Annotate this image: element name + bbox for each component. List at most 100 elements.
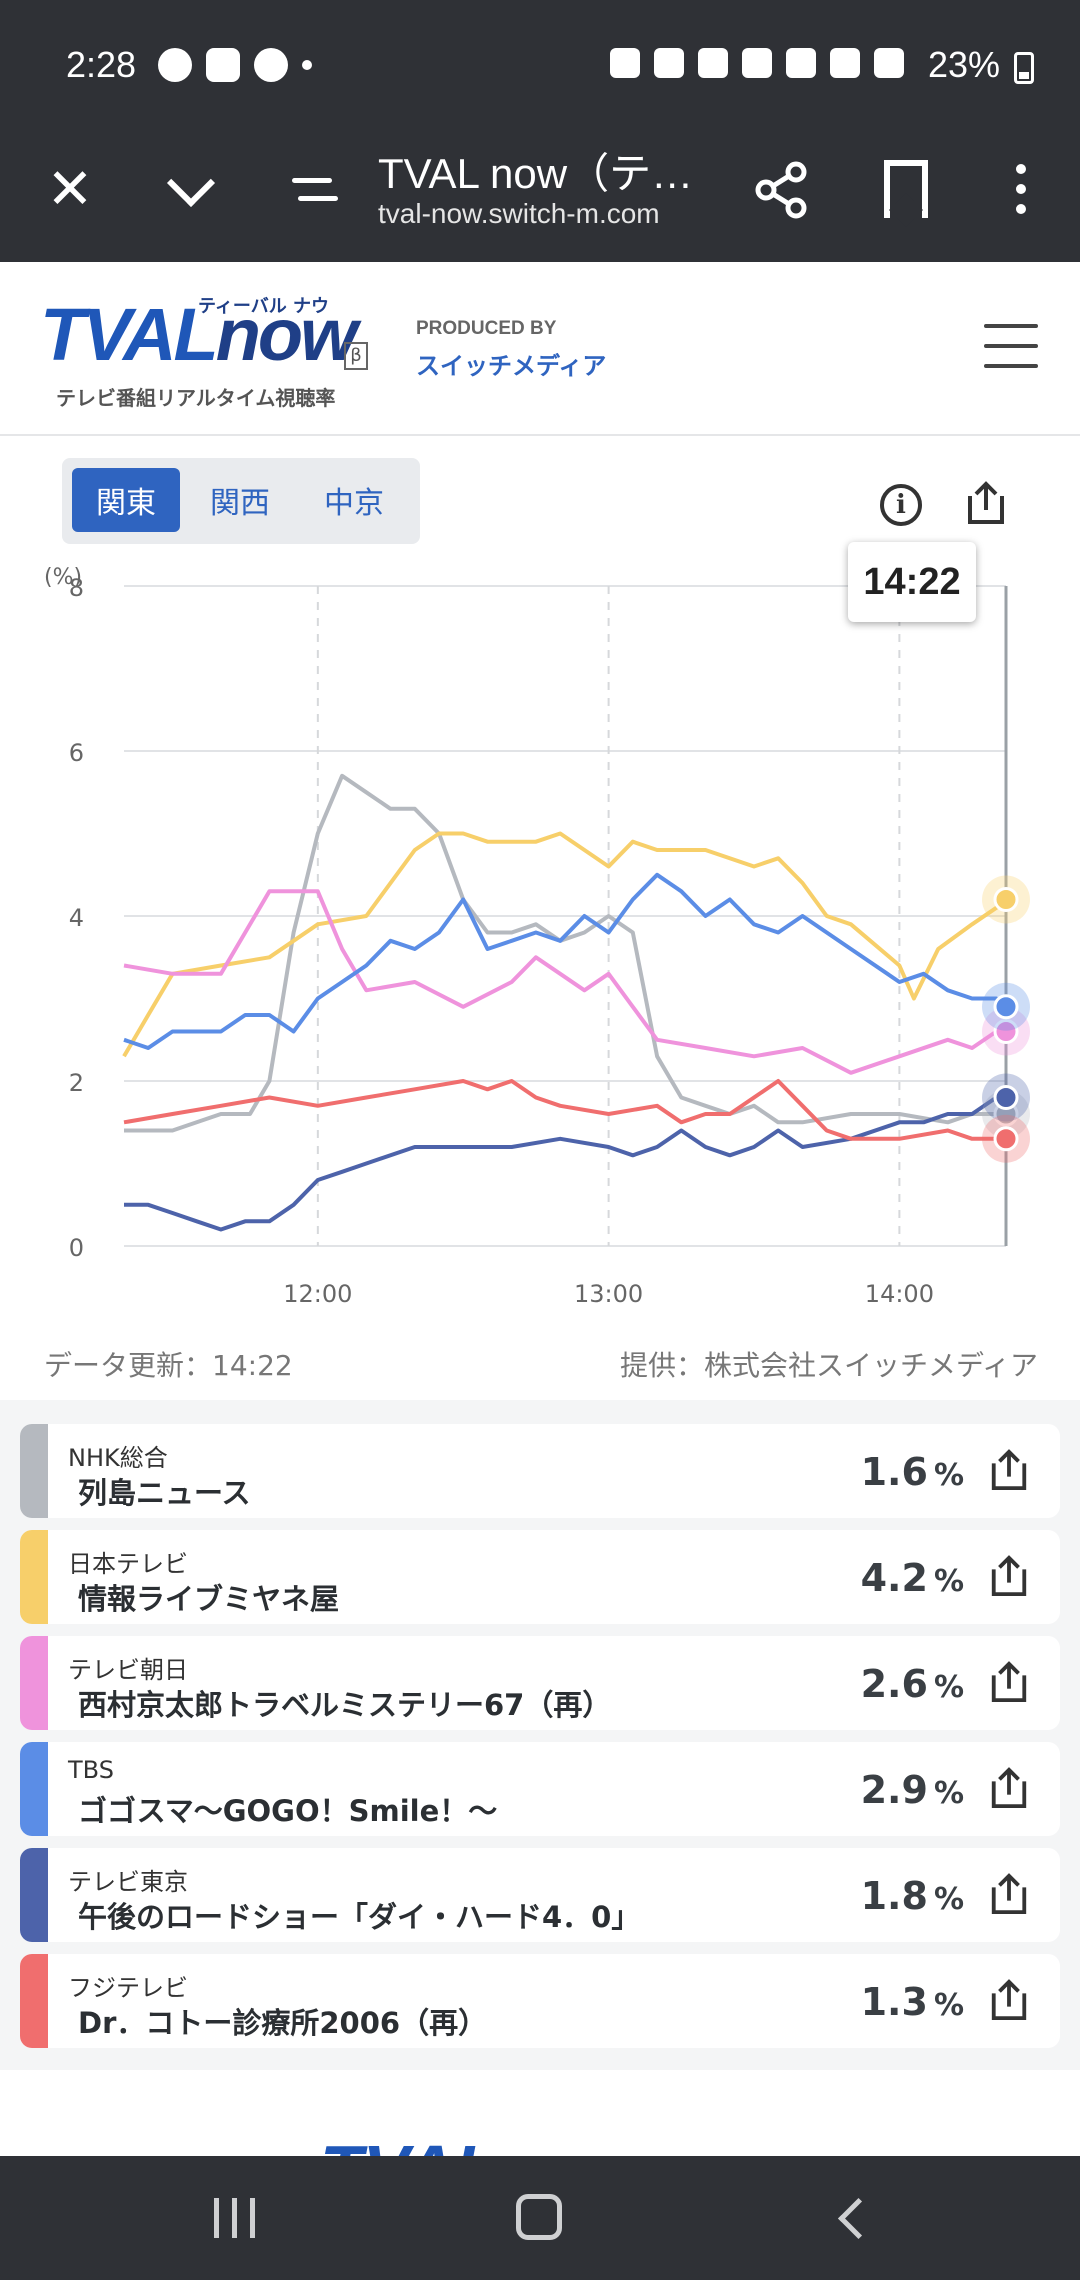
chevron-down-icon[interactable]: [160, 160, 220, 220]
rating-value: 2.9%: [861, 1768, 964, 1812]
status-time: 2:28: [66, 44, 137, 85]
station-list: NHK総合 列島ニュース 1.6% 日本テレビ 情報ライブミヤネ屋 4.2% テ…: [20, 1424, 1060, 2060]
region-tabs: 関東 関西 中京: [62, 458, 420, 544]
y-axis-label: (%): [44, 565, 82, 590]
rating-number: 1.6: [860, 1450, 928, 1494]
back-icon[interactable]: [830, 2198, 870, 2238]
program-name: ゴゴスマ～GOGO！Smile！～: [78, 1794, 498, 1828]
series-marker: [993, 1085, 1019, 1110]
logo[interactable]: TVALnow: [40, 292, 358, 377]
site-settings-icon[interactable]: [290, 164, 340, 214]
produced-by-label: PRODUCED BY: [416, 318, 557, 339]
station-row[interactable]: テレビ朝日 西村京太郎トラベルミステリー67（再） 2.6%: [20, 1636, 1060, 1730]
4g-icon: [830, 48, 860, 78]
line-app-icon: [254, 48, 288, 82]
recycle-icon: [654, 48, 684, 78]
rating-value: 1.3%: [861, 1980, 964, 2024]
alarm-icon: [698, 48, 728, 78]
key-icon: [610, 48, 640, 78]
bookmark-icon[interactable]: [884, 160, 928, 218]
status-bar: 2:28 23%: [0, 0, 1080, 120]
producer-name[interactable]: スイッチメディア: [416, 352, 607, 380]
rating-value: 4.2%: [861, 1556, 964, 1600]
series-line: [124, 1095, 1006, 1232]
more-notifications-dot-icon: [302, 60, 312, 70]
rating-value: 2.6%: [861, 1662, 964, 1706]
station-row[interactable]: フジテレビ Dr．コトー診療所2006（再） 1.3%: [20, 1954, 1060, 2048]
x-tick-label: 13:00: [574, 1280, 643, 1308]
rating-unit: %: [933, 1882, 964, 1917]
data-provider: 提供：株式会社スイッチメディア: [619, 1349, 1038, 1382]
program-name: 列島ニュース: [78, 1476, 251, 1510]
station-name: NHK総合: [68, 1444, 168, 1472]
logo-kana: ティーバル ナウ: [198, 296, 330, 317]
station-row[interactable]: NHK総合 列島ニュース 1.6%: [20, 1424, 1060, 1518]
rating-value: 1.6%: [861, 1450, 964, 1494]
station-color-bar: [20, 1636, 48, 1730]
export-icon[interactable]: [988, 1660, 1030, 1704]
station-row[interactable]: 日本テレビ 情報ライブミヤネ屋 4.2%: [20, 1530, 1060, 1624]
rating-number: 2.6: [860, 1662, 928, 1706]
info-icon[interactable]: i: [880, 484, 922, 526]
close-icon[interactable]: ✕: [46, 157, 94, 222]
logo-tval: TVAL: [40, 293, 219, 376]
y-tick-label: 0: [69, 1234, 84, 1262]
program-name: 西村京太郎トラベルミステリー67（再）: [78, 1688, 612, 1722]
program-name: 情報ライブミヤネ屋: [78, 1582, 340, 1616]
tab-chukyo[interactable]: 中京: [324, 486, 384, 521]
rating-chart[interactable]: 0 2 4 6 8(%) 12:00 13:00 14:00: [0, 556, 1080, 1336]
rating-number: 1.8: [860, 1874, 928, 1918]
data-updated: データ更新：14:22: [44, 1349, 293, 1382]
station-color-bar: [20, 1424, 48, 1518]
station-row[interactable]: テレビ東京 午後のロードショー「ダイ・ハード4．0」 1.8%: [20, 1848, 1060, 1942]
page-url[interactable]: tval-now.switch-m.com: [378, 198, 660, 229]
home-icon[interactable]: [516, 2194, 562, 2240]
program-name: 午後のロードショー「ダイ・ハード4．0」: [78, 1900, 641, 1934]
station-name: テレビ東京: [68, 1868, 188, 1896]
program-name: Dr．コトー診療所2006（再）: [78, 2006, 488, 2040]
chart-panel: 関東 関西 中京 i 0 2 4 6 8 (%) 12:00 13:00 14:00 14:22…: [0, 436, 1080, 1400]
more-options-icon[interactable]: [1004, 160, 1038, 220]
tab-kansai[interactable]: 関西: [210, 486, 270, 521]
export-icon[interactable]: [988, 1448, 1030, 1492]
footer-logo: TVAL: [320, 2130, 498, 2156]
export-icon[interactable]: [988, 1978, 1030, 2022]
y-tick-label: 8: [69, 574, 84, 602]
series-line: [122, 831, 1008, 1058]
x-tick-label: 14:00: [865, 1280, 934, 1308]
rating-unit: %: [933, 1458, 964, 1493]
station-color-bar: [20, 1954, 48, 2048]
rating-unit: %: [933, 1670, 964, 1705]
recent-apps-icon[interactable]: [214, 2198, 258, 2238]
station-color-bar: [20, 1742, 48, 1836]
time-tooltip: 14:22: [848, 542, 976, 622]
footer-logo-area: TVAL: [0, 2070, 1080, 2156]
series-marker: [993, 994, 1019, 1020]
menu-icon[interactable]: [984, 324, 1038, 370]
series-line: [123, 1079, 1006, 1141]
rating-value: 1.8%: [861, 1874, 964, 1918]
station-name: 日本テレビ: [68, 1550, 188, 1578]
rating-number: 2.9: [860, 1768, 928, 1812]
share-icon[interactable]: [752, 160, 812, 220]
site-header: TVALnow ティーバル ナウ β テレビ番組リアルタイム視聴率 PRODUC…: [0, 262, 1080, 436]
station-name: TBS: [68, 1756, 114, 1784]
export-icon[interactable]: [988, 1766, 1030, 1810]
signal-icon: [874, 48, 904, 78]
logo-subtitle: テレビ番組リアルタイム視聴率: [56, 386, 336, 410]
tab-kanto[interactable]: 関東: [72, 468, 180, 532]
export-icon[interactable]: [988, 1554, 1030, 1598]
shield-icon: [158, 48, 192, 82]
series-marker: [993, 1126, 1019, 1152]
hotspot-icon: [786, 48, 816, 78]
station-color-bar: [20, 1530, 48, 1624]
export-icon[interactable]: [964, 480, 1008, 526]
station-row[interactable]: TBS ゴゴスマ～GOGO！Smile！～ 2.9%: [20, 1742, 1060, 1836]
export-icon[interactable]: [988, 1872, 1030, 1916]
series-line: [123, 872, 1008, 1050]
rating-number: 4.2: [860, 1556, 928, 1600]
notification-icons: [158, 48, 312, 82]
battery-percent: 23%: [927, 44, 1000, 85]
series-marker: [993, 1019, 1019, 1044]
page-title[interactable]: TVAL now（テ…: [378, 150, 694, 197]
